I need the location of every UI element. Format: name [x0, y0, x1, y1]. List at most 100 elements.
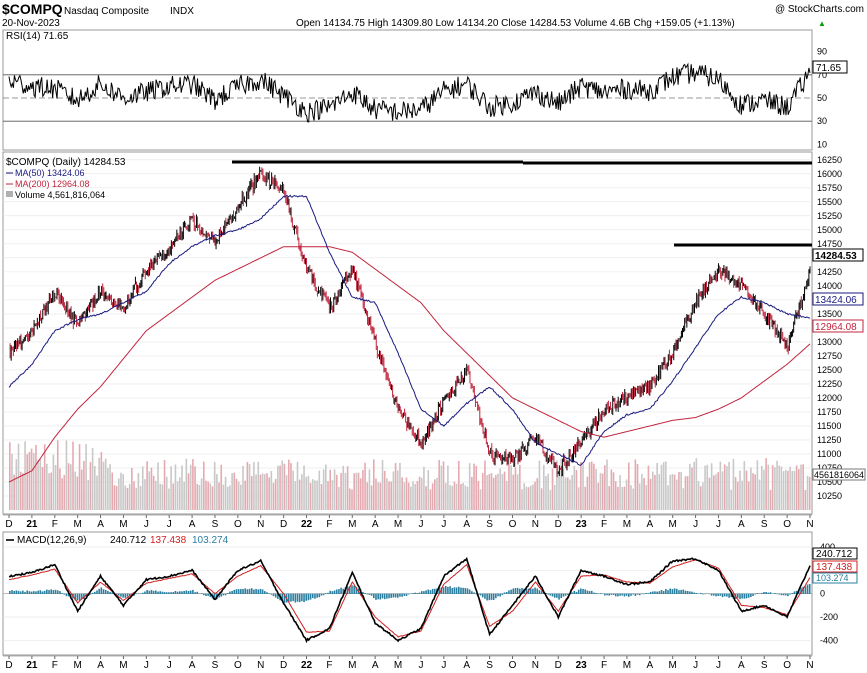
volume-bar [194, 466, 196, 510]
volume-bar [610, 469, 613, 510]
macd-hist-bar [577, 589, 580, 594]
volume-bar [442, 461, 445, 510]
volume-bar [612, 472, 615, 510]
macd-hist-bar [782, 593, 785, 596]
macd-hist-bar [309, 593, 312, 600]
volume-bar [362, 470, 364, 510]
macd-hist-bar [673, 588, 676, 594]
volume-bar [396, 470, 399, 510]
macd-hist-bar [52, 590, 55, 594]
volume-bar [586, 476, 589, 510]
volume-bar [599, 473, 602, 510]
macd-hist-bar [787, 593, 789, 597]
volume-bar [19, 471, 22, 510]
volume-bar [438, 460, 440, 510]
volume-bar [122, 473, 124, 510]
volume-bar [244, 480, 246, 510]
macd-hist-bar [451, 588, 454, 594]
macd-hist-bar [268, 593, 270, 594]
volume-bar [316, 480, 318, 510]
macd-hist-bar [205, 593, 207, 596]
volume-bar [61, 478, 63, 510]
volume-bar [451, 485, 454, 510]
macd-hist-bar [704, 593, 706, 595]
macd-hist-bar [209, 593, 212, 597]
volume-bar [806, 475, 809, 510]
macd-hist-bar [558, 593, 560, 600]
volume-bar [240, 484, 242, 510]
volume-bar [338, 487, 340, 510]
header-date: 20-Nov-2023 [2, 18, 60, 29]
macd-hist-bar [396, 593, 399, 598]
volume-bar [126, 487, 129, 510]
price-legend-ma50: MA(50) 13424.06 [15, 168, 85, 178]
macd-hist-bar [804, 586, 807, 594]
x-tick-label: M [73, 519, 81, 530]
volume-bar [682, 488, 685, 510]
header-ohlc: Open 14134.75 High 14309.80 Low 14134.20… [296, 18, 735, 29]
macd-hist-bar [671, 589, 674, 594]
volume-bar [425, 486, 427, 510]
macd-hist-bar [691, 591, 693, 594]
rsi-line [8, 62, 811, 123]
volume-bar [721, 471, 724, 510]
x-tick-label: D [555, 660, 562, 671]
macd-hist-bar [614, 593, 617, 597]
macd-hist-bar [39, 590, 42, 594]
volume-bar [505, 480, 508, 510]
macd-hist-bar [536, 588, 539, 594]
volume-bar [259, 474, 262, 510]
macd-hist-bar [314, 593, 316, 599]
macd-hist-bar [525, 588, 528, 594]
macd-hist-bar [179, 591, 181, 594]
macd-hist-bar [641, 593, 643, 595]
macd-hist-bar [595, 592, 597, 594]
x-tick-label: N [257, 660, 264, 671]
x-tick-label: 21 [26, 519, 38, 530]
macd-tick-label: -400 [820, 635, 838, 645]
macd-hist-bar [582, 589, 584, 594]
macd-hist-bar [200, 593, 203, 594]
macd-hist-bar [514, 588, 517, 594]
x-tick-label: O [234, 660, 242, 671]
macd-hist-bar [327, 592, 329, 594]
volume-bar [107, 467, 109, 510]
macd-hist-bar [545, 593, 547, 594]
x-tick-label: A [738, 660, 745, 671]
volume-bar [242, 465, 244, 510]
price-tick-label: 10250 [817, 491, 842, 501]
volume-bar [453, 481, 456, 510]
volume-bar [645, 484, 648, 510]
x-tick-label: O [509, 519, 517, 530]
macd-hist-bar [444, 585, 447, 594]
volume-bar [691, 467, 693, 510]
volume-bar [157, 462, 159, 510]
macd-hist-bar [501, 593, 504, 595]
price-tick-label: 16000 [817, 169, 842, 179]
macd-hist-bar [94, 591, 96, 594]
macd-hist-bar [196, 591, 199, 594]
volume-bar [351, 489, 353, 510]
macd-hist-bar [780, 593, 783, 596]
x-tick-label: S [486, 519, 493, 530]
macd-hist-bar [747, 593, 750, 598]
x-tick-label: A [463, 660, 470, 671]
macd-hist-bar [266, 592, 268, 594]
macd-hist-bar [793, 591, 796, 594]
macd-hist-bar [255, 588, 257, 594]
volume-bar [381, 459, 384, 510]
volume-bar [78, 444, 81, 510]
macd-hist-bar [632, 593, 634, 595]
volume-bar [170, 466, 172, 510]
volume-bar [48, 473, 50, 510]
macd-hist-bar [547, 593, 549, 595]
volume-bar [327, 481, 329, 510]
macd-hist-bar [553, 593, 556, 598]
macd-hist-bar [181, 591, 183, 594]
volume-bar [229, 485, 231, 510]
macd-hist-bar [50, 589, 53, 594]
macd-hist-bar [420, 591, 423, 594]
macd-hist-bar [590, 590, 593, 594]
volume-bar [416, 481, 419, 510]
volume-bar [798, 469, 800, 510]
